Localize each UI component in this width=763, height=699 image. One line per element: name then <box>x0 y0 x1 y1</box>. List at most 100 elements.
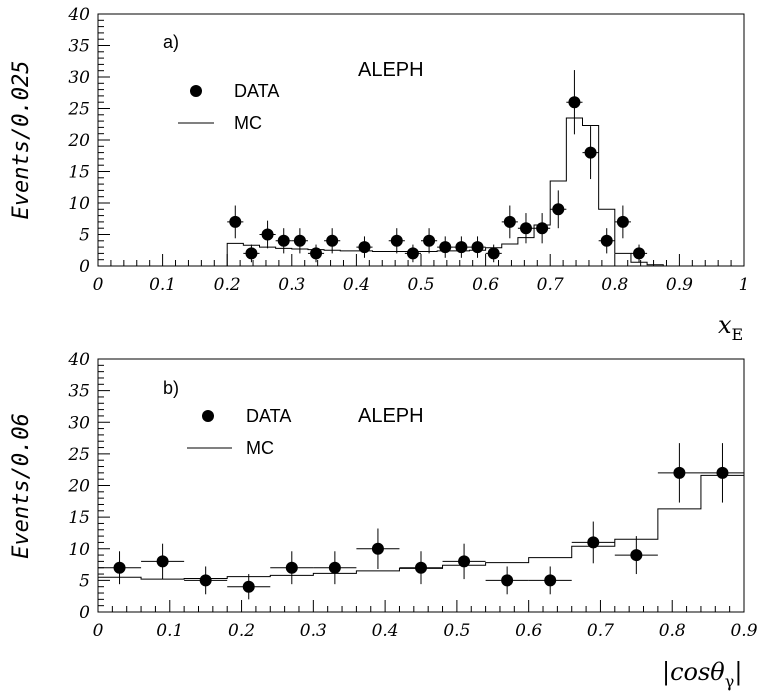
data-point-marker <box>544 574 557 587</box>
x-tick-label: 0.8 <box>659 621 686 641</box>
y-tick-label: 30 <box>68 413 90 433</box>
data-point <box>517 213 535 244</box>
data-point-marker <box>423 234 436 247</box>
data-point-marker <box>439 241 452 254</box>
x-tick-label: 0.2 <box>214 275 241 295</box>
experiment-label: ALEPH <box>358 405 424 427</box>
data-point <box>307 244 325 263</box>
x-tick-label: 0.3 <box>300 621 327 641</box>
data-point-marker <box>587 536 600 549</box>
data-point <box>453 236 470 258</box>
data-point <box>485 566 529 595</box>
data-point <box>270 551 314 585</box>
panel-label: b) <box>163 378 179 398</box>
data-point <box>141 543 185 580</box>
y-tick-label: 35 <box>68 37 90 57</box>
legend-mc-label: MC <box>246 438 274 458</box>
y-tick-label: 20 <box>67 477 90 497</box>
y-tick-label: 30 <box>68 68 90 88</box>
data-point <box>98 551 142 585</box>
y-axis-label: Events/0.025 <box>9 61 34 220</box>
data-point <box>614 536 658 575</box>
data-point <box>442 543 486 580</box>
data-point <box>259 220 276 249</box>
data-point-marker <box>358 241 371 254</box>
x-tick-label: 1 <box>739 275 750 295</box>
legend-data-marker <box>190 85 202 97</box>
plot-frame <box>97 13 745 267</box>
data-point <box>388 228 405 254</box>
data-point <box>313 551 357 585</box>
data-point-marker <box>487 247 500 260</box>
data-point-marker <box>406 247 419 260</box>
x-tick-label: 0.1 <box>156 621 183 641</box>
data-point <box>469 236 486 258</box>
data-point-marker <box>455 241 468 254</box>
data-point <box>700 443 744 503</box>
y-tick-label: 10 <box>68 540 90 560</box>
data-point <box>275 228 292 254</box>
x-tick-label: 0 <box>93 275 104 295</box>
y-tick-label: 10 <box>68 194 90 214</box>
data-point <box>227 574 271 600</box>
x-tick-label: 0.7 <box>587 621 614 641</box>
x-axis-label: xE <box>718 311 743 344</box>
data-point <box>356 528 400 569</box>
x-axis-label-main: |cosθ <box>662 658 725 687</box>
data-point-marker <box>501 574 514 587</box>
data-point <box>571 521 615 564</box>
panel-label: a) <box>163 32 179 52</box>
data-point <box>227 205 244 239</box>
x-tick-label: 0.4 <box>372 621 399 641</box>
data-point-marker <box>568 96 581 109</box>
data-point <box>582 126 599 180</box>
data-point-marker <box>245 247 258 260</box>
data-point <box>356 236 373 258</box>
y-tick-label: 20 <box>67 131 90 151</box>
y-tick-label: 0 <box>79 257 90 277</box>
data-point-marker <box>113 561 126 574</box>
legend-data-label: DATA <box>234 81 279 101</box>
data-point <box>243 244 260 263</box>
y-tick-label: 25 <box>67 100 90 120</box>
x-tick-label: 0.9 <box>730 621 757 641</box>
legend-data-marker <box>202 410 214 422</box>
x-tick-label: 0.2 <box>228 621 255 641</box>
data-point <box>534 213 551 244</box>
x-tick-label: 0.5 <box>443 621 470 641</box>
x-tick-label: 0.5 <box>407 275 434 295</box>
x-tick-label: 0.8 <box>601 275 628 295</box>
data-point-marker <box>552 203 565 216</box>
data-point <box>291 228 308 254</box>
data-point <box>614 205 631 239</box>
data-point <box>437 236 454 258</box>
x-axis-label-subscript: E <box>732 325 744 344</box>
y-tick-label: 5 <box>79 226 90 246</box>
data-point <box>404 244 421 263</box>
y-tick-label: 15 <box>68 508 90 528</box>
legend-mc-label: MC <box>234 113 262 133</box>
panel-a: 0 0.1 0.2 0.3 0.4 0.5 0.6 0.7 0.8 0.9 105101520253… <box>9 5 749 344</box>
y-tick-label: 40 <box>67 350 90 370</box>
data-point-marker <box>716 466 729 479</box>
data-point <box>324 228 341 254</box>
data-point-marker <box>390 234 403 247</box>
data-point-marker <box>471 241 484 254</box>
data-point <box>566 70 583 135</box>
legend-data-label: DATA <box>246 406 291 426</box>
data-point-marker <box>310 247 323 260</box>
y-tick-label: 35 <box>68 382 90 402</box>
x-tick-label: 0.9 <box>666 275 693 295</box>
data-point-marker <box>199 574 212 587</box>
data-point <box>528 566 572 595</box>
data-point-marker <box>503 215 516 228</box>
x-tick-label: 0.4 <box>343 275 370 295</box>
data-point-marker <box>285 561 298 574</box>
data-point-marker <box>536 222 549 235</box>
data-point-marker <box>277 234 290 247</box>
y-axis-label: Events/0.06 <box>9 413 34 559</box>
data-point <box>550 190 567 229</box>
data-point-marker <box>633 247 646 260</box>
data-point <box>501 205 518 239</box>
